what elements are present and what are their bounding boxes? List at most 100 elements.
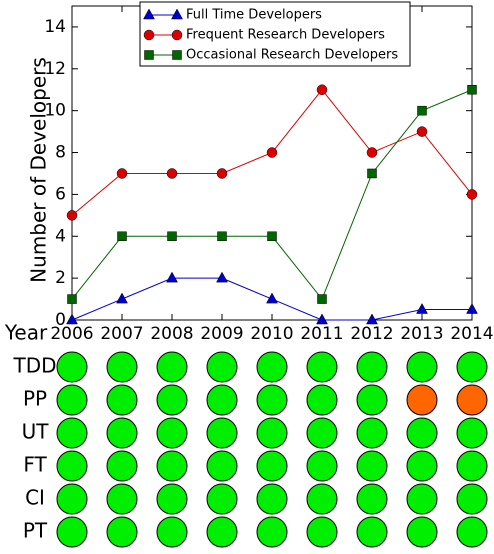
- status-dot: [206, 450, 238, 482]
- marker: [66, 313, 78, 325]
- status-dot: [56, 483, 88, 515]
- status-dot: [356, 450, 388, 482]
- status-dot: [356, 351, 388, 383]
- status-dot: [106, 417, 138, 449]
- row-label: TDD: [12, 354, 56, 378]
- row-label: PP: [23, 387, 47, 411]
- status-dot: [406, 450, 438, 482]
- marker: [267, 231, 277, 242]
- y-axis-label: Number of Developers: [27, 57, 51, 283]
- status-dot: [306, 450, 338, 482]
- status-dot: [206, 516, 238, 548]
- x-tick-label: 2006: [50, 324, 93, 344]
- status-dot: [256, 384, 288, 416]
- marker: [366, 147, 378, 158]
- status-dot: [456, 351, 488, 383]
- status-dot: [356, 516, 388, 548]
- marker: [416, 126, 428, 137]
- marker: [316, 84, 328, 95]
- status-dot: [256, 417, 288, 449]
- status-dot: [356, 483, 388, 515]
- row-label: CI: [25, 486, 45, 510]
- marker: [144, 50, 154, 60]
- status-dot: [156, 450, 188, 482]
- x-tick-label: 2008: [150, 324, 193, 344]
- status-dot: [56, 516, 88, 548]
- status-dot: [406, 351, 438, 383]
- marker: [143, 29, 155, 41]
- status-dot: [306, 417, 338, 449]
- series-line: [71, 89, 473, 301]
- x-tick-label: 2014: [450, 324, 493, 344]
- status-dot: [206, 417, 238, 449]
- status-dot: [406, 483, 438, 515]
- status-dot: [406, 384, 438, 416]
- status-dot: [56, 384, 88, 416]
- status-dot: [356, 417, 388, 449]
- y-tick-label: 14: [44, 17, 66, 37]
- status-dot: [56, 450, 88, 482]
- status-dot: [156, 417, 188, 449]
- status-dot: [56, 417, 88, 449]
- status-dot: [456, 516, 488, 548]
- marker: [166, 271, 178, 283]
- status-dot: [306, 384, 338, 416]
- status-dot: [406, 516, 438, 548]
- legend-label: Frequent Research Developers: [186, 28, 385, 43]
- status-dot: [256, 450, 288, 482]
- status-dot: [306, 351, 338, 383]
- x-tick-label: 2011: [300, 324, 343, 344]
- marker: [217, 231, 227, 242]
- marker: [367, 168, 377, 179]
- row-label: FT: [23, 453, 47, 477]
- status-dot: [306, 516, 338, 548]
- x-tick-label: 2010: [250, 324, 293, 344]
- marker: [143, 8, 155, 20]
- status-dot: [106, 516, 138, 548]
- marker: [167, 231, 177, 242]
- y-tick-label: 10: [44, 101, 66, 121]
- status-dot: [56, 351, 88, 383]
- legend: Full Time Developers Frequent Research De…: [139, 1, 411, 67]
- status-dot: [156, 483, 188, 515]
- status-dot: [356, 384, 388, 416]
- legend-label: Full Time Developers: [186, 8, 322, 23]
- status-dot: [106, 450, 138, 482]
- status-dot: [406, 417, 438, 449]
- status-dot: [206, 351, 238, 383]
- y-tick-label: 12: [44, 59, 66, 79]
- x-tick-label: 2012: [350, 324, 393, 344]
- marker: [366, 313, 378, 325]
- status-dot: [456, 417, 488, 449]
- marker: [67, 294, 77, 304]
- status-dot: [256, 351, 288, 383]
- marker: [171, 29, 183, 41]
- legend-label: Occasional Research Developers: [186, 48, 398, 63]
- status-dot: [256, 516, 288, 548]
- status-dot: [206, 483, 238, 515]
- status-dot: [456, 384, 488, 416]
- y-tick-label: 8: [55, 143, 66, 163]
- matrix-label: Year: [4, 321, 48, 345]
- y-tick-label: 4: [55, 226, 66, 246]
- marker: [317, 294, 327, 304]
- status-dot: [156, 516, 188, 548]
- marker: [216, 168, 228, 179]
- marker: [417, 105, 427, 116]
- status-dot: [456, 450, 488, 482]
- status-dot: [106, 483, 138, 515]
- row-label: PT: [23, 519, 48, 543]
- x-tick-label: 2013: [400, 324, 443, 344]
- status-dot: [206, 384, 238, 416]
- status-dot: [106, 351, 138, 383]
- marker: [171, 8, 183, 20]
- status-dot: [156, 351, 188, 383]
- marker: [166, 168, 178, 179]
- marker: [466, 303, 478, 314]
- marker: [266, 292, 278, 304]
- y-tick-label: 0: [55, 310, 66, 330]
- x-tick-label: 2009: [200, 324, 243, 344]
- status-dot: [306, 483, 338, 515]
- y-tick-label: 2: [55, 268, 66, 288]
